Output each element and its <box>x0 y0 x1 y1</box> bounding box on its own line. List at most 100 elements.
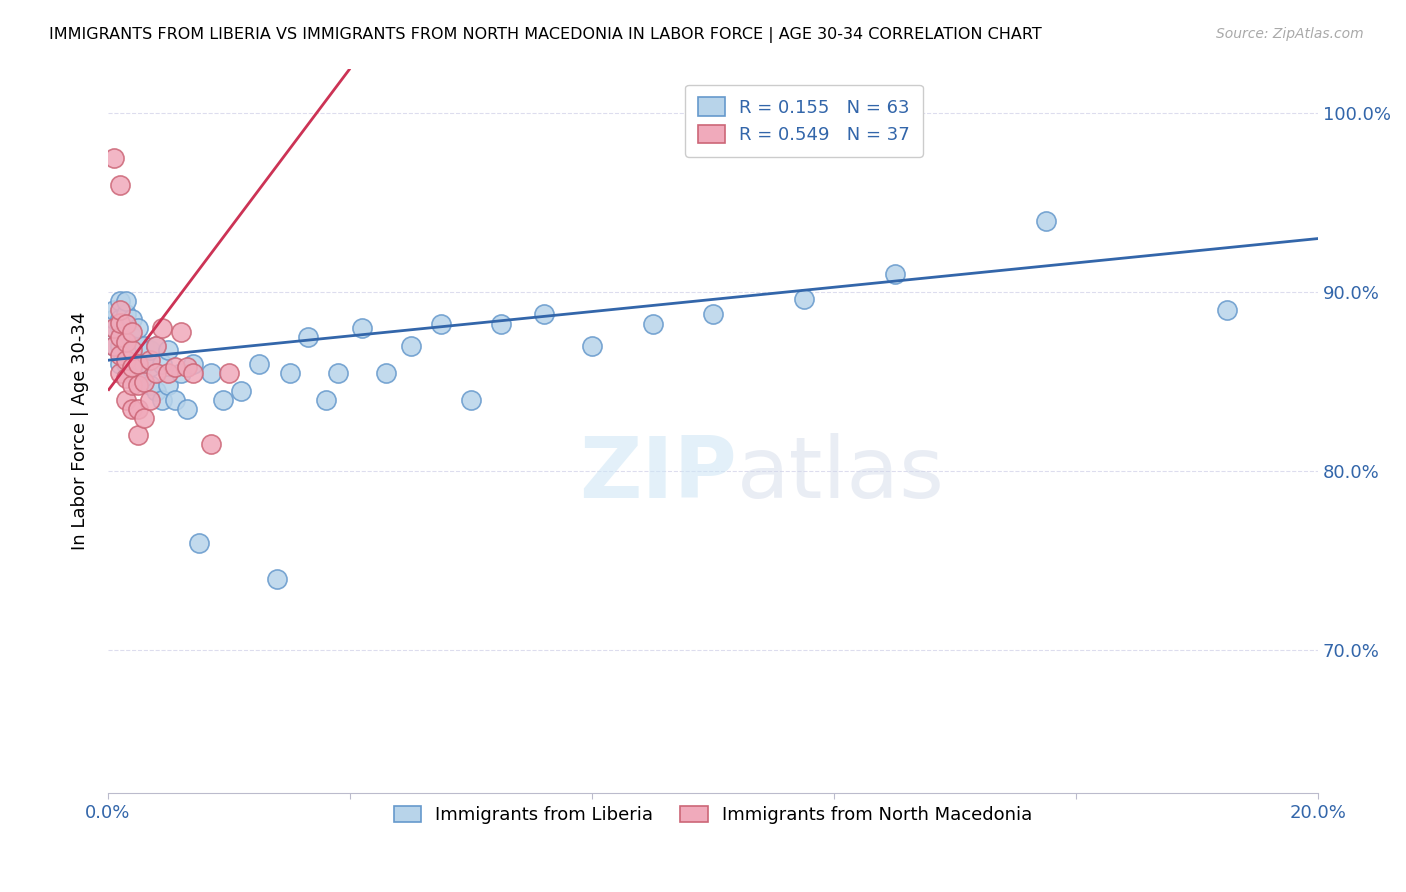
Point <box>121 378 143 392</box>
Point <box>297 330 319 344</box>
Point <box>181 357 204 371</box>
Text: ZIP: ZIP <box>579 433 737 516</box>
Point <box>266 572 288 586</box>
Point <box>157 343 180 357</box>
Point <box>127 321 149 335</box>
Point <box>115 294 138 309</box>
Y-axis label: In Labor Force | Age 30-34: In Labor Force | Age 30-34 <box>72 311 89 550</box>
Point <box>139 378 162 392</box>
Point <box>1216 303 1239 318</box>
Point <box>581 339 603 353</box>
Point <box>152 392 174 407</box>
Point <box>278 366 301 380</box>
Point <box>115 318 138 332</box>
Point <box>326 366 349 380</box>
Point <box>121 348 143 362</box>
Text: Source: ZipAtlas.com: Source: ZipAtlas.com <box>1216 27 1364 41</box>
Point <box>127 353 149 368</box>
Point <box>247 357 270 371</box>
Point <box>702 307 724 321</box>
Point <box>121 330 143 344</box>
Point <box>399 339 422 353</box>
Point <box>152 357 174 371</box>
Point <box>103 151 125 165</box>
Point <box>229 384 252 398</box>
Point <box>103 339 125 353</box>
Point <box>115 335 138 350</box>
Point <box>127 339 149 353</box>
Point <box>152 321 174 335</box>
Text: IMMIGRANTS FROM LIBERIA VS IMMIGRANTS FROM NORTH MACEDONIA IN LABOR FORCE | AGE : IMMIGRANTS FROM LIBERIA VS IMMIGRANTS FR… <box>49 27 1042 43</box>
Legend: Immigrants from Liberia, Immigrants from North Macedonia: Immigrants from Liberia, Immigrants from… <box>382 795 1043 835</box>
Point <box>103 312 125 326</box>
Point <box>793 293 815 307</box>
Point <box>108 339 131 353</box>
Point <box>108 316 131 330</box>
Point <box>145 339 167 353</box>
Point <box>352 321 374 335</box>
Point <box>145 366 167 380</box>
Point <box>103 303 125 318</box>
Point <box>121 401 143 416</box>
Point <box>103 321 125 335</box>
Point <box>121 312 143 326</box>
Point <box>157 378 180 392</box>
Point <box>139 392 162 407</box>
Point <box>429 318 451 332</box>
Point <box>375 366 398 380</box>
Point <box>134 357 156 371</box>
Point <box>103 321 125 335</box>
Point <box>115 392 138 407</box>
Text: atlas: atlas <box>737 433 945 516</box>
Point <box>115 307 138 321</box>
Point <box>641 318 664 332</box>
Point <box>200 437 222 451</box>
Point <box>134 375 156 389</box>
Point <box>108 348 131 362</box>
Point <box>533 307 555 321</box>
Point <box>145 384 167 398</box>
Point <box>108 366 131 380</box>
Point <box>115 330 138 344</box>
Point <box>139 353 162 368</box>
Point <box>491 318 513 332</box>
Point <box>134 375 156 389</box>
Point <box>108 294 131 309</box>
Point <box>139 360 162 375</box>
Point <box>121 325 143 339</box>
Point <box>108 178 131 192</box>
Point <box>1035 213 1057 227</box>
Point <box>200 366 222 380</box>
Point <box>139 343 162 357</box>
Point <box>127 401 149 416</box>
Point <box>127 428 149 442</box>
Point <box>163 392 186 407</box>
Point <box>121 343 143 357</box>
Point <box>460 392 482 407</box>
Point <box>134 410 156 425</box>
Point <box>103 339 125 353</box>
Point <box>108 330 131 344</box>
Point <box>108 303 131 318</box>
Point <box>127 357 149 371</box>
Point <box>187 536 209 550</box>
Point <box>176 401 198 416</box>
Point <box>315 392 337 407</box>
Point <box>169 366 191 380</box>
Point <box>121 360 143 375</box>
Point <box>108 321 131 335</box>
Point <box>145 339 167 353</box>
Point <box>127 378 149 392</box>
Point <box>115 353 138 368</box>
Point <box>163 360 186 375</box>
Point <box>176 360 198 375</box>
Point <box>127 366 149 380</box>
Point <box>134 339 156 353</box>
Point <box>181 366 204 380</box>
Point <box>212 392 235 407</box>
Point <box>115 371 138 385</box>
Point <box>883 268 905 282</box>
Point <box>115 339 138 353</box>
Point <box>108 357 131 371</box>
Point <box>121 366 143 380</box>
